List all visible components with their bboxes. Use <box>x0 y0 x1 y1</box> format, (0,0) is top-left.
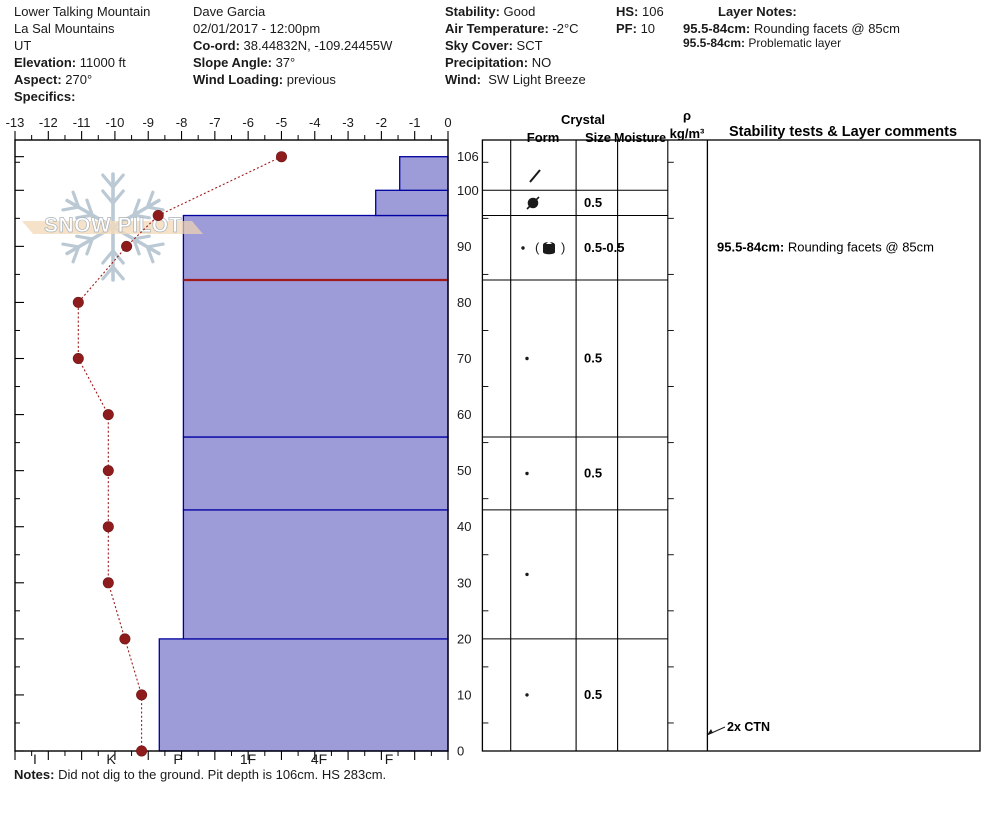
svg-text:Moisture: Moisture <box>614 131 666 145</box>
svg-text:-12: -12 <box>39 115 58 130</box>
svg-text:95.5-84cm: Rounding facets @ 8: 95.5-84cm: Rounding facets @ 85cm <box>717 240 934 255</box>
svg-text:10: 10 <box>457 687 471 702</box>
svg-text:0.5-0.5: 0.5-0.5 <box>584 240 624 255</box>
svg-text:-6: -6 <box>242 115 254 130</box>
svg-text:0.5: 0.5 <box>584 466 602 481</box>
svg-text:-7: -7 <box>209 115 221 130</box>
svg-text:0.5: 0.5 <box>584 351 602 366</box>
svg-text:-2: -2 <box>376 115 388 130</box>
svg-text:2x CTN: 2x CTN <box>727 720 770 734</box>
svg-text:(: ( <box>535 240 540 255</box>
svg-text:F: F <box>385 751 394 767</box>
svg-text:-11: -11 <box>73 115 91 130</box>
svg-text:I: I <box>33 751 37 767</box>
svg-text:20: 20 <box>457 631 471 646</box>
svg-text:1F: 1F <box>240 751 256 767</box>
svg-text:0.5: 0.5 <box>584 195 602 210</box>
svg-text:100: 100 <box>457 183 479 198</box>
svg-text:-13: -13 <box>6 115 25 130</box>
svg-text:-10: -10 <box>106 115 125 130</box>
svg-text:60: 60 <box>457 407 471 422</box>
svg-text:-9: -9 <box>142 115 154 130</box>
svg-text:50: 50 <box>457 463 471 478</box>
svg-text:-3: -3 <box>342 115 354 130</box>
svg-text:kg/m³: kg/m³ <box>670 126 705 141</box>
svg-text:-4: -4 <box>309 115 321 130</box>
svg-text:80: 80 <box>457 295 471 310</box>
svg-text:-1: -1 <box>409 115 421 130</box>
svg-text:0: 0 <box>444 115 451 130</box>
svg-text:Size: Size <box>585 130 611 145</box>
svg-text:0.5: 0.5 <box>584 687 602 702</box>
svg-text:90: 90 <box>457 239 471 254</box>
svg-text:4F: 4F <box>311 751 327 767</box>
svg-text:40: 40 <box>457 519 471 534</box>
svg-text:0: 0 <box>457 744 464 759</box>
svg-text:70: 70 <box>457 351 471 366</box>
svg-text:): ) <box>561 240 565 255</box>
svg-text:-8: -8 <box>176 115 188 130</box>
svg-text:Stability tests & Layer commen: Stability tests & Layer comments <box>729 124 957 140</box>
svg-text:-5: -5 <box>276 115 288 130</box>
svg-text:Form: Form <box>527 130 560 145</box>
svg-text:ρ: ρ <box>683 108 691 123</box>
svg-text:30: 30 <box>457 575 471 590</box>
svg-text:Crystal: Crystal <box>561 112 605 127</box>
svg-text:P: P <box>173 751 182 767</box>
svg-text:K: K <box>106 751 116 767</box>
svg-text:106: 106 <box>457 149 479 164</box>
